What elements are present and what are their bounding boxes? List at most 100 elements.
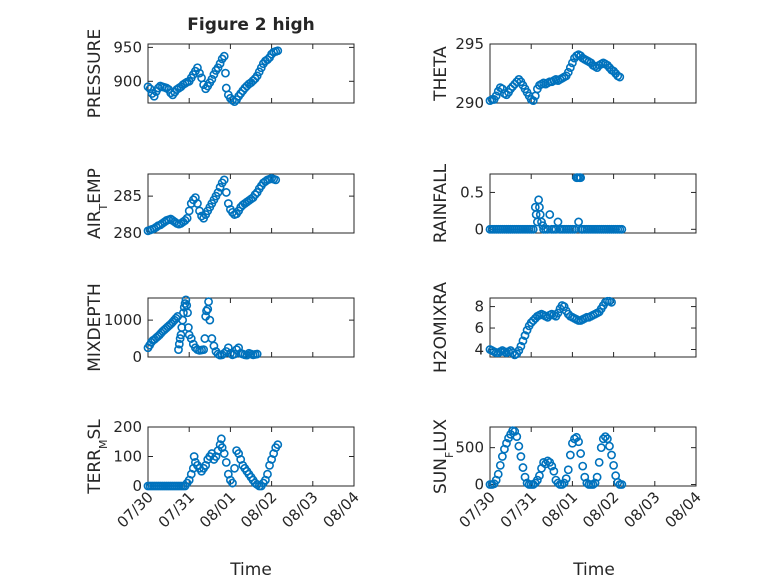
data-point <box>510 427 520 436</box>
y-axis-title-rest: LUX <box>431 419 451 452</box>
data-point <box>592 472 602 482</box>
x-axis-label-left: Time <box>229 560 272 580</box>
data-point <box>547 461 557 471</box>
data-point <box>230 463 239 473</box>
data-point <box>153 83 163 93</box>
data-point <box>215 59 225 69</box>
data-point <box>516 452 526 461</box>
y-axis-title: PRESSURE <box>85 29 105 118</box>
data-point <box>605 441 614 451</box>
data-point <box>502 90 511 100</box>
data-point <box>180 299 190 308</box>
axes-frame <box>489 173 697 234</box>
data-series <box>143 46 283 107</box>
data-point <box>514 441 524 451</box>
data-point <box>543 224 553 234</box>
data-point <box>225 348 235 358</box>
data-point <box>215 182 225 192</box>
data-point <box>179 308 188 318</box>
data-point <box>615 72 625 82</box>
data-point <box>273 46 283 56</box>
data-point <box>491 91 501 101</box>
data-point <box>234 343 244 353</box>
data-point <box>549 466 559 476</box>
data-point <box>186 334 196 343</box>
data-point <box>559 302 569 311</box>
axes-frame <box>147 426 355 487</box>
y-axis-title: MIXDEPTH <box>85 283 105 372</box>
data-point <box>617 224 627 234</box>
data-point <box>174 345 183 355</box>
data-point <box>495 460 505 470</box>
data-point <box>195 206 204 216</box>
data-point <box>578 461 588 471</box>
data-series <box>485 173 627 234</box>
data-point <box>221 68 230 78</box>
data-point <box>195 68 204 78</box>
data-point <box>543 456 553 466</box>
data-point <box>572 432 581 442</box>
data-point <box>174 339 184 349</box>
y-axis-title-main: SUN <box>431 458 451 494</box>
data-point <box>493 469 503 479</box>
data-point <box>219 51 229 61</box>
data-point <box>209 341 219 351</box>
data-point <box>600 432 610 441</box>
data-point <box>216 434 226 444</box>
data-point <box>594 457 604 467</box>
y-tick-label: 290 <box>455 94 484 112</box>
y-axis-title-main: AIR <box>85 210 105 239</box>
data-point <box>528 224 538 234</box>
data-series <box>485 426 627 489</box>
data-point <box>574 217 583 227</box>
y-tick-label: 1000 <box>104 311 142 329</box>
y-tick-label: 0 <box>474 476 484 494</box>
y-tick-label: 8 <box>474 298 484 316</box>
data-point <box>512 432 522 441</box>
y-axis-title: AIRTEMP <box>85 168 110 239</box>
subplot-pressure: 900 950 PRESSURE <box>85 29 355 118</box>
data-point <box>559 478 569 488</box>
subplot-h2omixra: 4 6 8 H2OMIXRA <box>431 282 697 373</box>
data-point <box>271 175 281 185</box>
data-point <box>242 350 252 360</box>
data-point <box>143 82 153 92</box>
data-series <box>485 296 616 360</box>
data-point <box>514 346 524 355</box>
data-point <box>181 295 191 305</box>
data-series <box>485 50 625 106</box>
y-tick-label: 280 <box>113 224 142 242</box>
data-point <box>516 341 526 351</box>
data-series <box>143 434 283 491</box>
data-point <box>596 443 606 453</box>
data-series <box>143 174 281 236</box>
data-point <box>219 175 229 185</box>
data-point <box>213 188 223 197</box>
data-point <box>563 465 573 475</box>
data-point <box>617 480 627 489</box>
data-point <box>598 434 608 444</box>
y-axis-title: RAINFALL <box>431 163 451 243</box>
data-point <box>180 216 190 225</box>
data-point <box>574 437 583 447</box>
y-axis-title-subscript: T <box>97 203 110 211</box>
data-point <box>561 474 571 484</box>
data-point <box>183 308 192 318</box>
data-point <box>219 348 229 358</box>
y-tick-label: 950 <box>113 38 142 56</box>
data-point <box>588 480 598 489</box>
data-point <box>223 343 233 353</box>
data-point <box>568 58 577 68</box>
data-point <box>576 449 586 458</box>
data-point <box>175 334 185 343</box>
data-point <box>514 75 524 84</box>
data-point <box>607 450 616 460</box>
y-tick-label: 200 <box>113 418 142 436</box>
y-tick-label: 0.5 <box>460 183 484 201</box>
data-point <box>205 315 215 325</box>
